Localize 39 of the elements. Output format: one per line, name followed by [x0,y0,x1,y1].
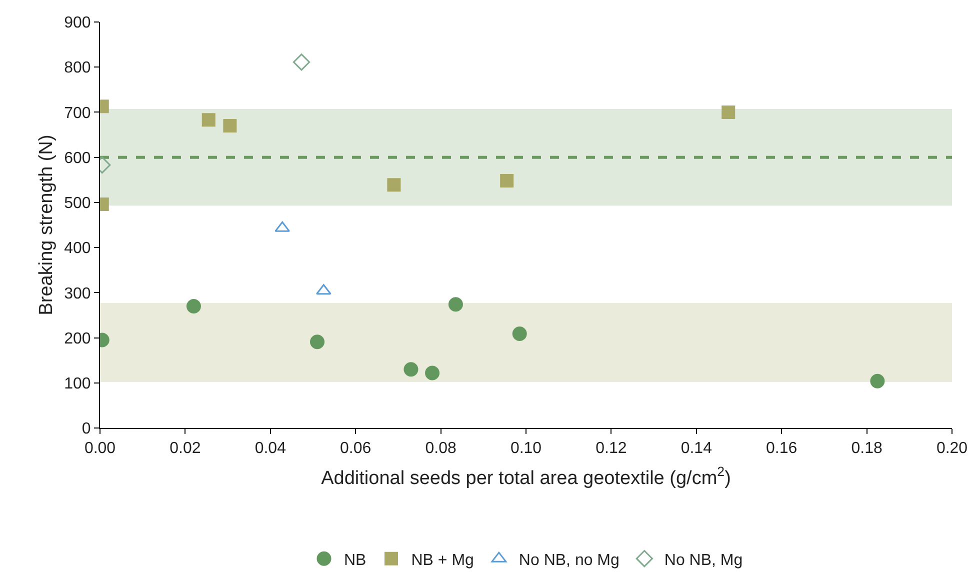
y-tick-label: 600 [64,150,91,167]
point [512,326,527,341]
x-tick-label: 0.04 [254,440,286,458]
point [310,334,325,350]
point [202,113,216,127]
x-axis-title: Additional seeds per total area geotextile (g/cm$^{2}$) [321,464,731,489]
x-tick-label: 0.02 [170,440,201,458]
y-tick-label: 900 [64,14,91,32]
x-tick-label: 0.10 [510,440,542,458]
x-tick-label: 0.00 [84,440,116,458]
legend-label: NB [344,552,366,569]
y-tick-label: 200 [64,330,91,348]
point [870,374,885,388]
y-tick-label: 300 [64,285,91,302]
x-tick-label: 0.08 [425,440,456,458]
point [404,362,418,377]
legend-label: No NB, no Mg [518,552,620,569]
x-tick-label: 0.12 [596,440,627,458]
y-axis-title: Breaking strength (N) [36,134,57,316]
x-tick-label: 0.20 [936,440,968,458]
y-tick-label: 700 [64,104,91,122]
x-tick-label: 0.18 [851,440,882,458]
legend-label: No NB, Mg [664,552,743,569]
x-tick-label: 0.06 [340,440,372,458]
point [387,178,401,192]
legend-label: NB + Mg [411,552,474,569]
point [448,297,463,312]
point [722,105,736,119]
point [500,174,514,188]
point [425,366,440,380]
x-tick-label: 0.14 [680,440,712,458]
y-tick-label: 400 [64,240,91,258]
point [223,119,237,133]
y-tick-label: 500 [64,195,91,212]
point [186,298,201,314]
y-tick-label: 100 [64,375,91,392]
y-tick-label: 0 [82,420,91,438]
x-tick-label: 0.16 [766,440,798,458]
y-tick-label: 800 [64,60,91,77]
